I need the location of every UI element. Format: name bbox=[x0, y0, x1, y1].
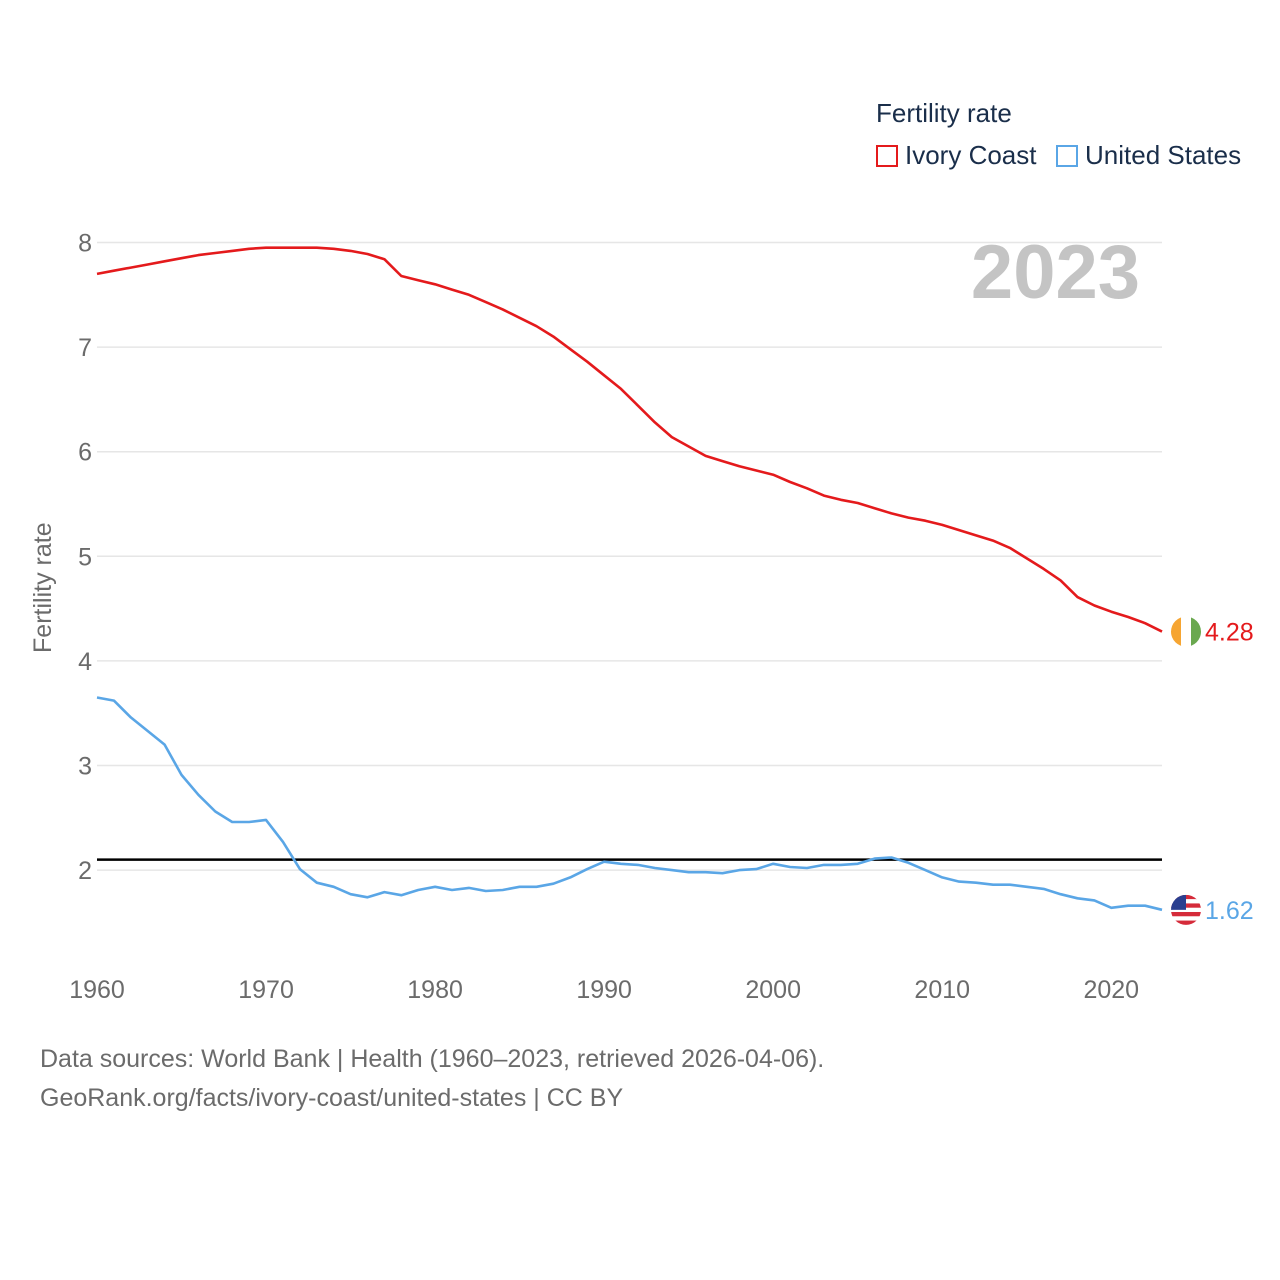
legend-swatch-united-states bbox=[1056, 144, 1078, 167]
y-tick-label-4: 4 bbox=[78, 648, 92, 676]
legend-label-ivory-coast: Ivory Coast bbox=[905, 140, 1037, 170]
x-tick-label-2020: 2020 bbox=[1083, 976, 1139, 1004]
y-axis-label: Fertility rate bbox=[29, 522, 57, 653]
source-url: GeoRank.org/facts/ivory-coast/united-sta… bbox=[40, 1084, 624, 1112]
legend-title: Fertility rate bbox=[876, 98, 1012, 128]
x-tick-label-1980: 1980 bbox=[407, 976, 463, 1004]
legend-item-united-states[interactable]: United States bbox=[1056, 140, 1241, 171]
y-tick-label-8: 8 bbox=[78, 230, 92, 258]
end-label-ivory-coast: 4.28 bbox=[1205, 619, 1254, 647]
series-line-ivory-coast bbox=[96, 246, 1163, 633]
series-line-united-states bbox=[96, 696, 1163, 912]
source-note: Data sources: World Bank | Health (1960–… bbox=[40, 1045, 825, 1073]
legend-swatch-ivory-coast bbox=[876, 144, 898, 167]
end-label-united-states: 1.62 bbox=[1205, 897, 1254, 925]
y-tick-label-5: 5 bbox=[78, 543, 92, 571]
y-tick-label-3: 3 bbox=[78, 753, 92, 781]
x-tick-label-1970: 1970 bbox=[238, 976, 294, 1004]
x-tick-label-2000: 2000 bbox=[745, 976, 801, 1004]
y-tick-label-7: 7 bbox=[78, 334, 92, 362]
legend-item-ivory-coast[interactable]: Ivory Coast bbox=[876, 140, 1037, 171]
year-label: 2023 bbox=[971, 230, 1140, 315]
x-tick-label-1990: 1990 bbox=[576, 976, 632, 1004]
x-tick-label-1960: 1960 bbox=[69, 976, 125, 1004]
legend-label-united-states: United States bbox=[1085, 140, 1242, 170]
y-tick-label-2: 2 bbox=[78, 857, 92, 885]
ivory-coast-flag-icon bbox=[1171, 616, 1201, 647]
y-tick-label-6: 6 bbox=[78, 439, 92, 467]
united-states-flag-icon bbox=[1171, 894, 1201, 925]
x-tick-label-2010: 2010 bbox=[914, 976, 970, 1004]
